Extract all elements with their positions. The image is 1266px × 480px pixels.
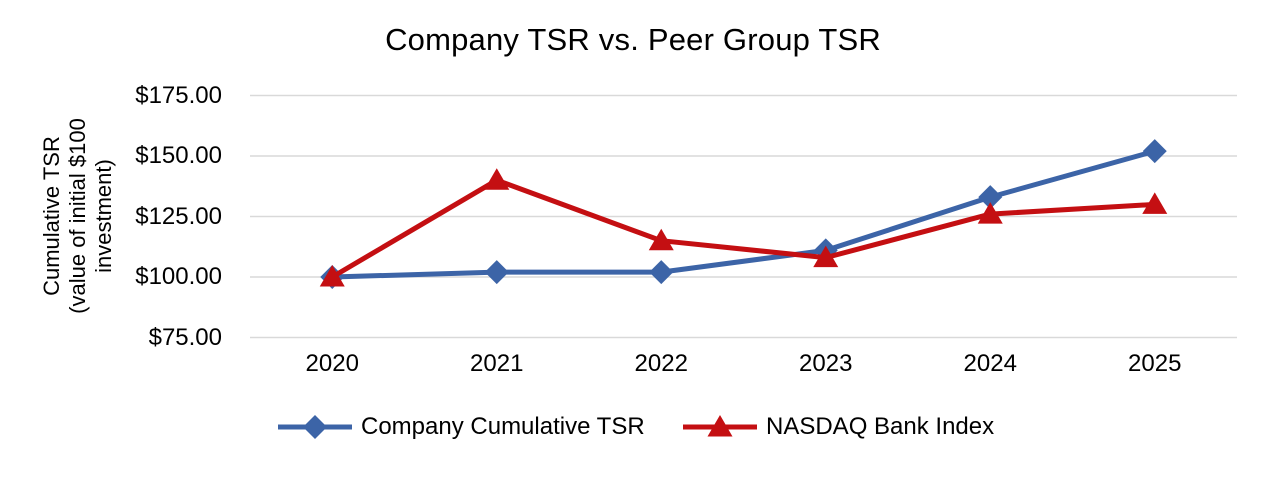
legend-swatch-triangle-icon — [683, 415, 757, 437]
marker-triangle-nasdaq-bank-index-2025 — [1142, 192, 1168, 214]
legend-marker-triangle-icon — [707, 415, 733, 437]
marker-triangle-nasdaq-bank-index-2021 — [484, 168, 510, 190]
x-tick-label-2022: 2022 — [634, 350, 688, 377]
x-tick-label-2025: 2025 — [1128, 350, 1182, 377]
y-tick-label-100: $100.00 — [135, 263, 222, 290]
x-tick-label-2020: 2020 — [305, 350, 359, 377]
x-tick-label-2023: 2023 — [799, 350, 853, 377]
series-line-company-cumulative-tsr — [332, 148, 1156, 280]
y-tick-label-175: $175.00 — [135, 81, 222, 109]
chart-title: Company TSR vs. Peer Group TSR — [385, 22, 881, 57]
legend-label-nasdaq-bank-index: NASDAQ Bank Index — [766, 413, 995, 440]
y-tick-label-125: $125.00 — [135, 202, 222, 230]
marker-triangle-nasdaq-bank-index-2020 — [319, 265, 345, 287]
marker-diamond-company-cumulative-tsr-2022 — [649, 260, 674, 285]
legend-item-nasdaq-bank-index: NASDAQ Bank Index — [683, 411, 994, 443]
legend-label-company-cumulative-tsr: Company Cumulative TSR — [361, 413, 645, 440]
marker-diamond-company-cumulative-tsr-2025 — [1142, 139, 1167, 164]
legend-marker-diamond-icon — [303, 415, 327, 439]
marker-triangle-nasdaq-bank-index-2024 — [977, 202, 1003, 224]
legend-item-company-cumulative-tsr: Company Cumulative TSR — [278, 411, 645, 443]
x-tick-label-2024: 2024 — [963, 350, 1017, 377]
legend-swatch-diamond-icon — [278, 415, 352, 439]
series-line-nasdaq-bank-index — [330, 177, 1155, 280]
y-tick-label-150: $150.00 — [135, 142, 222, 169]
marker-triangle-nasdaq-bank-index-2022 — [648, 228, 674, 251]
marker-diamond-company-cumulative-tsr-2021 — [484, 260, 509, 285]
marker-triangle-nasdaq-bank-index-2023 — [813, 245, 839, 268]
y-tick-label-75: $75.00 — [148, 323, 222, 351]
marker-diamond-company-cumulative-tsr-2024 — [978, 185, 1003, 210]
x-tick-label-2021: 2021 — [470, 350, 524, 377]
